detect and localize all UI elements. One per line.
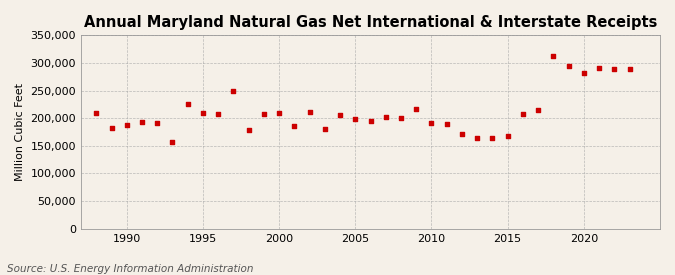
- Text: Source: U.S. Energy Information Administration: Source: U.S. Energy Information Administ…: [7, 264, 253, 274]
- Point: [472, 135, 483, 140]
- Point: [304, 110, 315, 114]
- Point: [273, 111, 284, 115]
- Point: [456, 131, 467, 136]
- Point: [136, 120, 147, 124]
- Point: [578, 71, 589, 76]
- Point: [518, 112, 529, 117]
- Y-axis label: Million Cubic Feet: Million Cubic Feet: [15, 83, 25, 181]
- Point: [593, 66, 604, 71]
- Point: [243, 128, 254, 132]
- Point: [548, 54, 559, 58]
- Point: [411, 107, 422, 111]
- Point: [228, 88, 239, 93]
- Point: [426, 121, 437, 125]
- Point: [335, 113, 346, 118]
- Point: [365, 119, 376, 123]
- Point: [487, 136, 497, 140]
- Point: [122, 123, 132, 127]
- Point: [624, 67, 635, 71]
- Point: [198, 111, 209, 115]
- Title: Annual Maryland Natural Gas Net International & Interstate Receipts: Annual Maryland Natural Gas Net Internat…: [84, 15, 657, 30]
- Point: [441, 122, 452, 126]
- Point: [91, 111, 102, 115]
- Point: [152, 120, 163, 125]
- Point: [350, 117, 360, 122]
- Point: [563, 64, 574, 68]
- Point: [289, 124, 300, 128]
- Point: [213, 112, 223, 116]
- Point: [106, 126, 117, 130]
- Point: [502, 134, 513, 139]
- Point: [609, 67, 620, 71]
- Point: [533, 108, 543, 112]
- Point: [319, 127, 330, 131]
- Point: [182, 102, 193, 106]
- Point: [167, 140, 178, 144]
- Point: [396, 116, 406, 120]
- Point: [380, 114, 391, 119]
- Point: [259, 112, 269, 117]
